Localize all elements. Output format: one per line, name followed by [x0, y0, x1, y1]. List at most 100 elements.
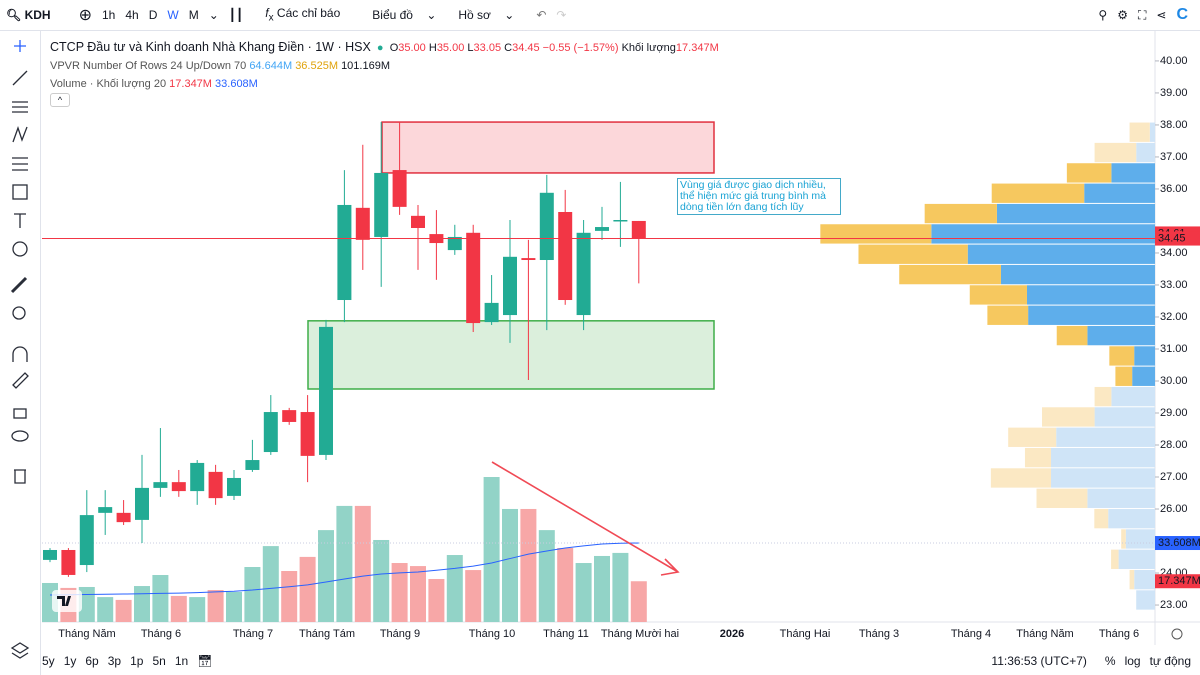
x-tick-label: Tháng 9 — [380, 628, 420, 640]
candle — [411, 204, 425, 270]
redo[interactable]: ↷ — [556, 8, 567, 22]
symbol[interactable]: KDH — [24, 8, 51, 22]
x-tick-label: Tháng Năm — [1016, 628, 1073, 640]
vpvr-up — [1108, 508, 1155, 529]
symbol-search[interactable]: 🔍︎ KDH — [6, 8, 51, 22]
log-toggle[interactable]: log — [1124, 653, 1141, 668]
candle — [595, 206, 609, 240]
y-tick-label: 27.00 — [1160, 471, 1188, 483]
candle — [613, 181, 628, 247]
vpvr-up — [1111, 163, 1155, 183]
range[interactable]: 5y — [42, 653, 55, 668]
candle — [355, 144, 370, 270]
range[interactable]: 1p — [130, 653, 144, 668]
object-tree[interactable] — [10, 642, 30, 659]
range[interactable]: 1y — [63, 653, 77, 668]
interval[interactable]: 1h — [101, 8, 116, 22]
interval[interactable]: W — [167, 8, 179, 22]
vpvr-down — [1129, 122, 1150, 142]
emoji-tool[interactable] — [12, 241, 28, 257]
prediction-tool[interactable] — [12, 157, 28, 171]
percent-toggle[interactable]: % — [1104, 653, 1116, 668]
chart-type-label[interactable]: Biểu đồ — [372, 8, 413, 22]
volume-ma-line — [49, 542, 639, 596]
delete-tool[interactable] — [14, 469, 26, 484]
candle-body — [300, 412, 315, 456]
interval[interactable]: D — [148, 8, 158, 22]
candle-type[interactable]: ┃┃ — [228, 8, 244, 22]
undo[interactable]: ↶ — [536, 8, 547, 22]
candle — [374, 122, 389, 287]
pattern-tool[interactable] — [12, 126, 28, 143]
vpvr-up — [1125, 529, 1155, 549]
add-symbol[interactable]: ⊕ — [78, 7, 92, 24]
range[interactable]: 5n — [152, 653, 166, 668]
date-range[interactable]: 📅︎ — [197, 653, 213, 668]
profile-label[interactable]: Hồ sơ — [458, 8, 491, 22]
trendline-tool[interactable] — [12, 70, 28, 86]
vpvr-up — [1056, 427, 1155, 447]
vpvr-down — [969, 285, 1027, 305]
text-tool[interactable] — [14, 213, 26, 228]
hide-tool[interactable] — [11, 430, 29, 442]
candle-body — [319, 326, 333, 455]
candle-body — [466, 232, 481, 324]
lock-tool[interactable] — [13, 408, 27, 419]
y-tick-label: 40.00 — [1160, 55, 1188, 67]
settings[interactable]: ⚙ — [1117, 8, 1128, 22]
range[interactable]: 3p — [107, 653, 122, 668]
ohlc-label: C — [504, 42, 513, 54]
vpvr-down — [1066, 163, 1112, 183]
y-tick-label: 37.00 — [1160, 151, 1188, 163]
y-tick-label: 32.00 — [1160, 311, 1188, 323]
zoom-tool[interactable] — [12, 306, 26, 320]
volume-bar — [78, 586, 95, 622]
volume-bar — [373, 539, 390, 622]
fib-tool[interactable] — [12, 101, 28, 113]
collapse-legend[interactable]: ^ — [50, 93, 70, 107]
vpvr-up — [967, 244, 1155, 264]
auto-toggle[interactable]: tự động — [1149, 653, 1191, 668]
candle — [171, 469, 186, 497]
volume-bar — [410, 566, 426, 622]
candle — [245, 439, 260, 472]
candle — [153, 428, 168, 497]
logo[interactable]: C — [1176, 6, 1188, 23]
candle-body — [263, 412, 278, 453]
x-tick-label: Tháng 10 — [469, 628, 515, 640]
fullscreen[interactable]: ⛶ — [1137, 7, 1147, 22]
indicators-button[interactable]: fx Các chỉ báo — [265, 6, 341, 24]
chart-type-button[interactable]: Biểu đồ ⌄ — [372, 8, 437, 22]
vpvr-down — [1115, 366, 1133, 386]
vpvr-up — [1118, 549, 1155, 569]
y-tick-label: 26.00 — [1160, 503, 1188, 515]
range[interactable]: 6p — [85, 653, 99, 668]
volume-bar — [428, 578, 445, 622]
measure-tool[interactable] — [10, 276, 28, 294]
volume-bar — [281, 571, 298, 622]
vpvr-up — [1136, 590, 1155, 610]
interval-menu[interactable]: ⌄ — [208, 8, 219, 22]
candle-body — [245, 460, 260, 470]
share[interactable]: ⋖ — [1156, 8, 1167, 22]
candle — [190, 460, 205, 505]
interval[interactable]: 4h — [125, 8, 139, 22]
lock-draw-tool[interactable] — [12, 372, 29, 389]
crosshair-tool[interactable] — [14, 40, 26, 52]
vpvr-up — [1136, 142, 1155, 163]
y-tick-label: 31.00 — [1160, 343, 1188, 355]
screenshot[interactable]: ⚲ — [1098, 8, 1108, 22]
shape-tool[interactable] — [12, 184, 28, 200]
clock[interactable]: 11:36:53 (UTC+7) — [991, 653, 1087, 668]
vpvr-title: VPVR Number Of Rows 24 Up/Down 70 — [50, 60, 247, 72]
volume-bar — [115, 599, 132, 622]
magnet-tool[interactable] — [12, 346, 28, 362]
drawing-toolbar — [0, 30, 41, 675]
profile-button[interactable]: Hồ sơ ⌄ — [458, 8, 515, 22]
indicators-label[interactable]: Các chỉ báo — [276, 6, 341, 21]
range[interactable]: 1n — [174, 653, 189, 668]
candle — [521, 239, 536, 381]
vpvr-up — [1134, 569, 1155, 590]
interval[interactable]: M — [188, 8, 199, 22]
volume-bar — [483, 477, 500, 622]
